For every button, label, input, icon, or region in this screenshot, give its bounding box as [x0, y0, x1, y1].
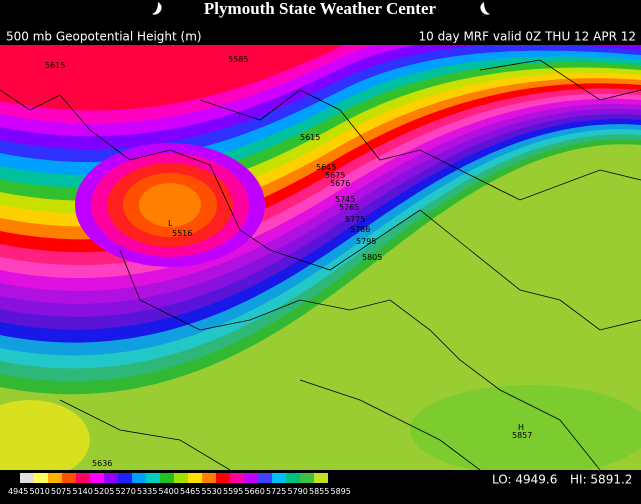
height-band: [0, 45, 641, 111]
contour-label: 5645: [316, 163, 336, 172]
scale-label: 5075: [51, 487, 71, 496]
high-value: HI: 5891.2: [570, 473, 632, 487]
low-center: [139, 183, 201, 227]
contour-label: 5775: [345, 215, 365, 224]
title: Plymouth State Weather Center: [204, 0, 437, 18]
scale-swatch: [76, 473, 90, 483]
scale-swatch: [90, 473, 104, 483]
scale-label: 5595: [223, 487, 243, 496]
scale-swatch: [216, 473, 230, 483]
low-marker: L: [168, 219, 173, 228]
contour-label: 5795: [356, 237, 376, 246]
high-area: [410, 385, 641, 470]
scale-swatch: [174, 473, 188, 483]
scale-swatch: [272, 473, 286, 483]
contour-label: 5745: [335, 195, 355, 204]
scale-swatch: [104, 473, 118, 483]
high-area: [0, 400, 90, 470]
scale-label: 5790: [288, 487, 308, 496]
scale-label: 5270: [116, 487, 136, 496]
contour-label: 5615: [45, 61, 65, 70]
scale-swatch: [118, 473, 132, 483]
scale-label: 4945: [8, 487, 28, 496]
scale-label: 5335: [137, 487, 157, 496]
low-value: LO: 4949.6: [492, 473, 557, 487]
map: [0, 45, 641, 470]
high-marker: H: [518, 423, 524, 432]
scale-swatch: [132, 473, 146, 483]
scale-swatch: [258, 473, 272, 483]
scale-label: 5660: [245, 487, 265, 496]
scale-label: 5465: [180, 487, 200, 496]
scale-swatch: [48, 473, 62, 483]
scale-swatch: [202, 473, 216, 483]
contour-label: 5675: [325, 171, 345, 180]
scale-swatch: [160, 473, 174, 483]
scale-swatch: [286, 473, 300, 483]
contour-label: 5516: [172, 229, 192, 238]
scale-label: 5010: [30, 487, 50, 496]
scale-label: 5855: [309, 487, 329, 496]
scale-swatch: [230, 473, 244, 483]
contour-label: 5636: [92, 459, 112, 468]
scale-swatch: [20, 473, 34, 483]
valid-label: 10 day MRF valid 0Z THU 12 APR 12: [418, 30, 636, 44]
scale-label: 5140: [73, 487, 93, 496]
contour-label: 5615: [300, 133, 320, 142]
header-bar: [0, 0, 641, 45]
scale-swatch: [314, 473, 328, 483]
contour-label: 5805: [362, 253, 382, 262]
contour-label: 5857: [512, 431, 532, 440]
contour-label: 5765: [339, 203, 359, 212]
scale-label: 5725: [266, 487, 286, 496]
contour-label: 5585: [228, 55, 248, 64]
contour-label: 5786: [350, 225, 370, 234]
contour-label: 5676: [330, 179, 350, 188]
scale-swatch: [146, 473, 160, 483]
scale-swatch: [62, 473, 76, 483]
coastlines: [0, 59, 641, 470]
scale-swatch: [34, 473, 48, 483]
header-icons: [152, 2, 490, 15]
scale-swatch: [188, 473, 202, 483]
scale-label: 5400: [159, 487, 179, 496]
scale-label: 5205: [94, 487, 114, 496]
scale-label: 5895: [331, 487, 351, 496]
scale-label: 5530: [202, 487, 222, 496]
scale-swatch: [300, 473, 314, 483]
scale-swatch: [244, 473, 258, 483]
color-scale: 4945 5010 5075 5140 5205 5270 5335 5400 5465 5530…: [8, 473, 351, 496]
field-label: 500 mb Geopotential Height (m): [6, 30, 202, 44]
